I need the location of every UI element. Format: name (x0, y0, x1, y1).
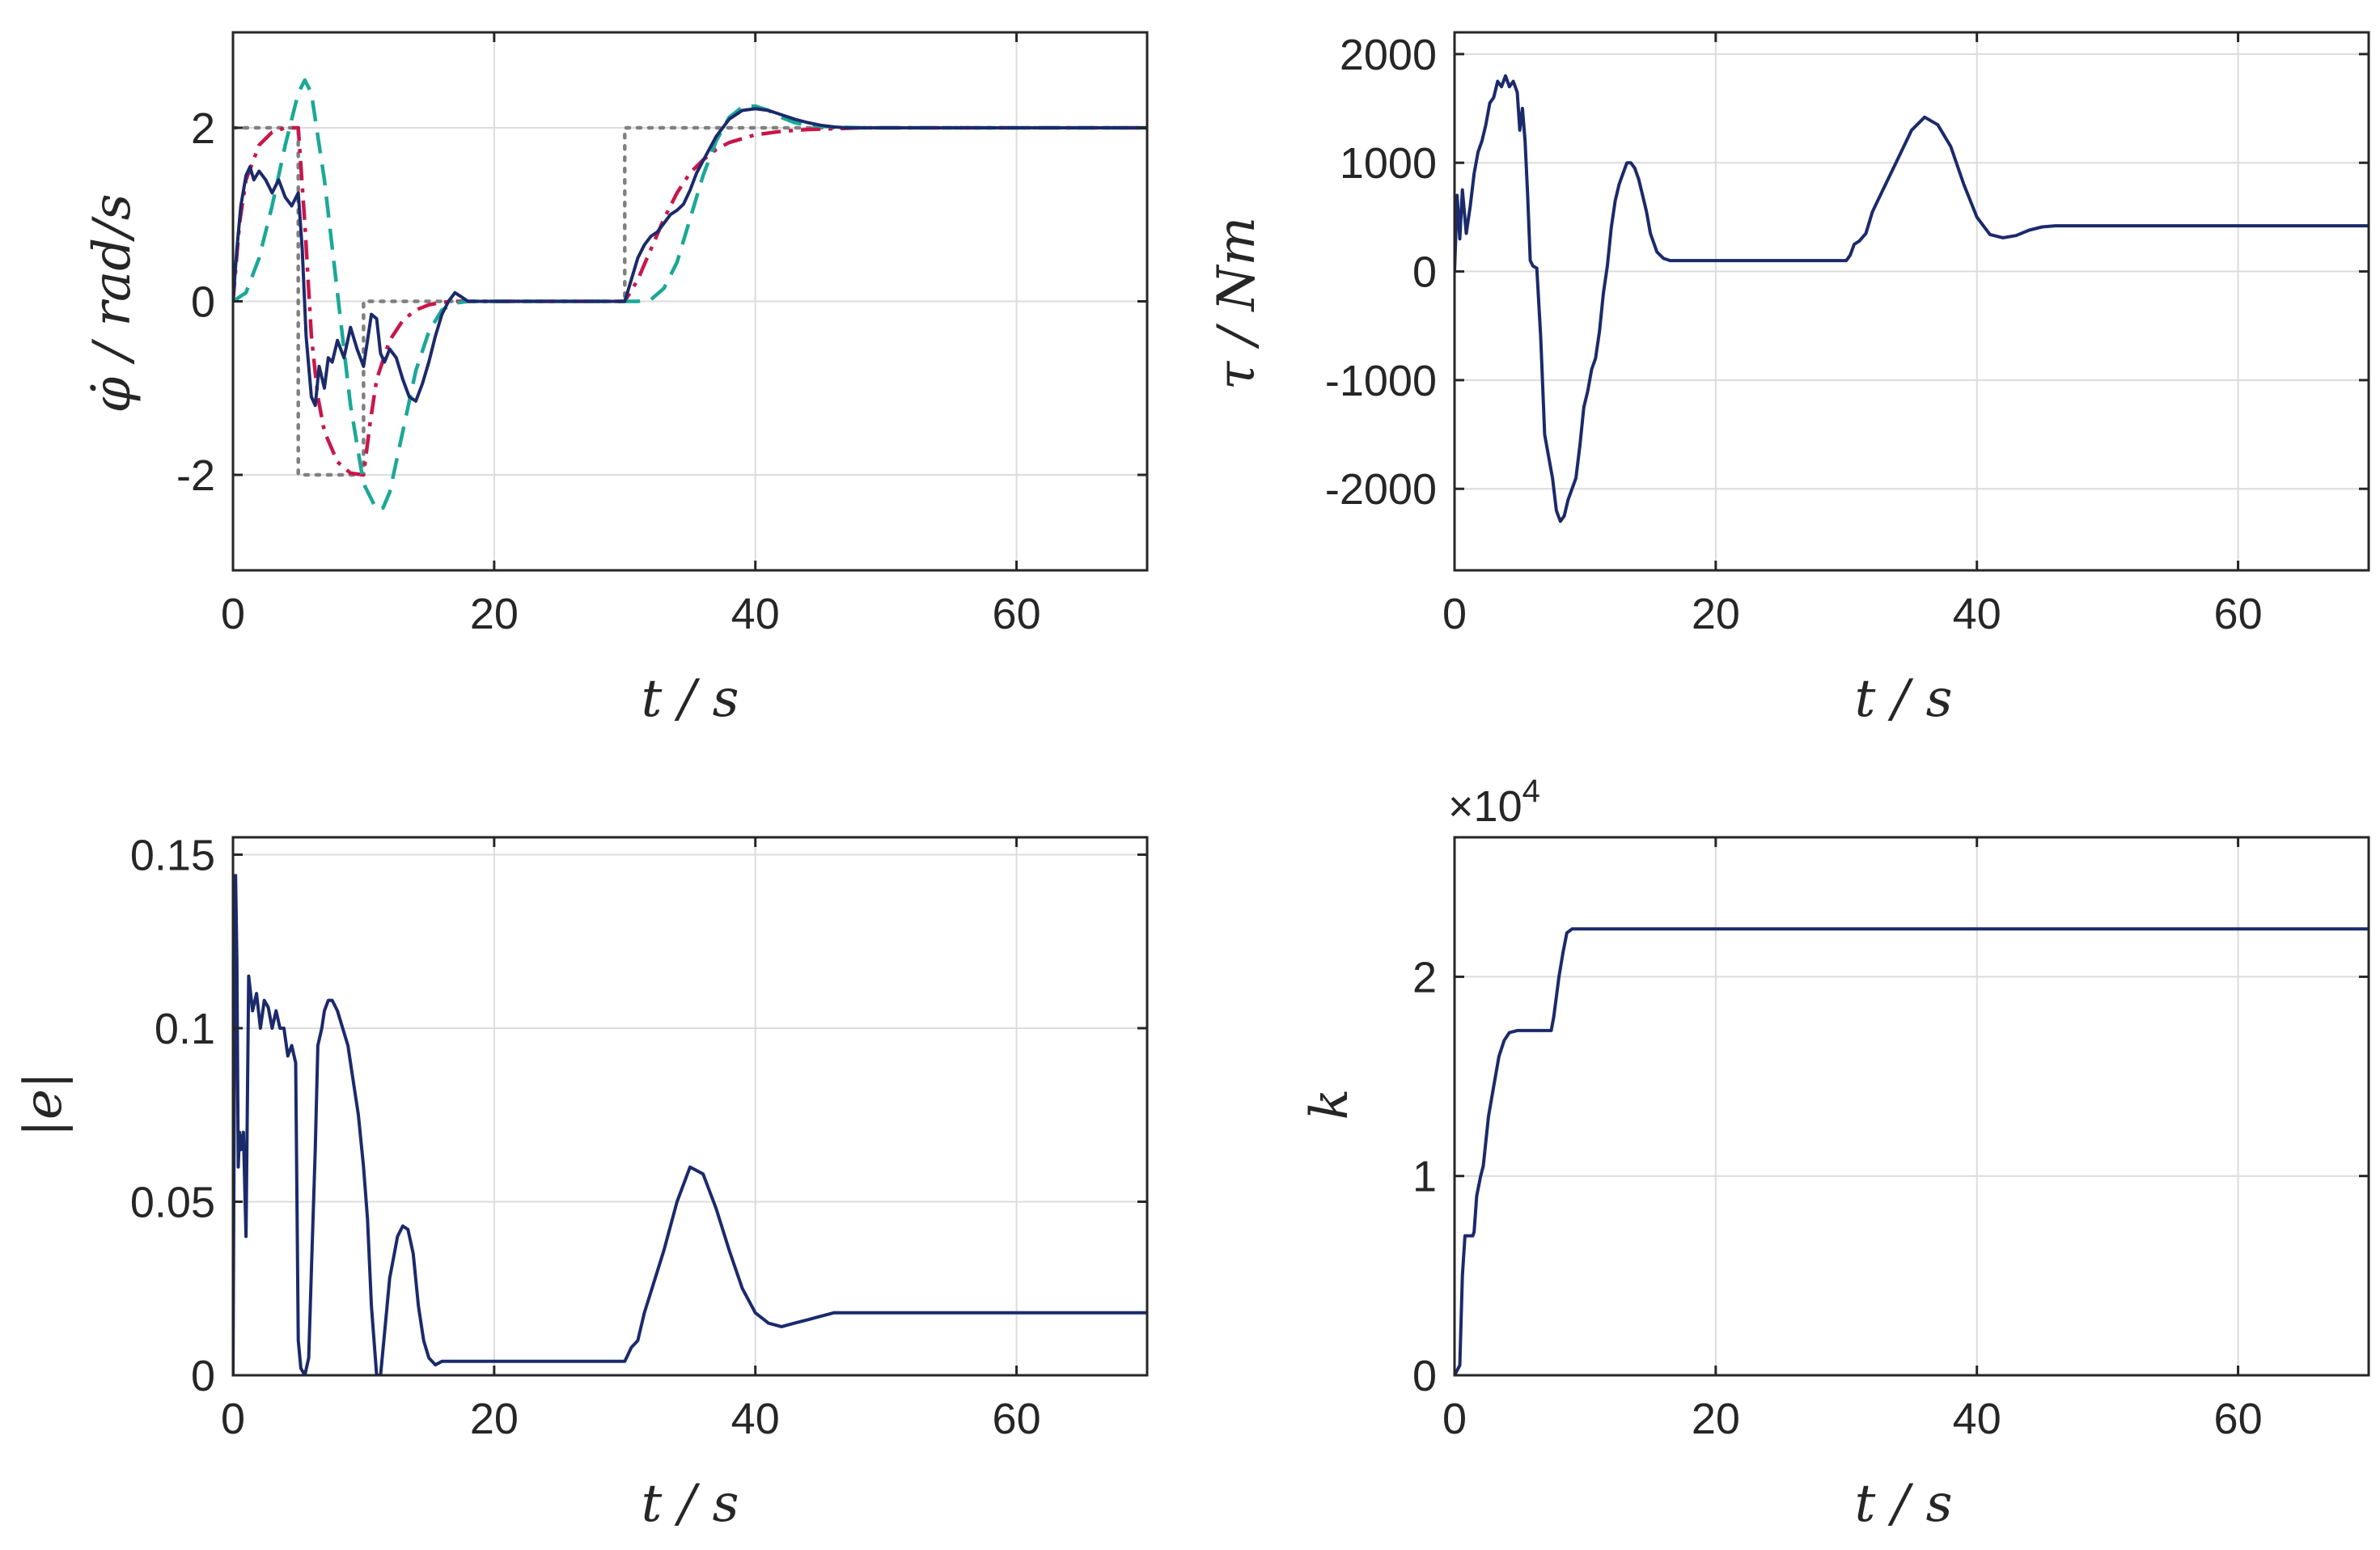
speed-series-line-2 (233, 78, 1147, 512)
torque-panel: τ / Nm t / s (1207, 217, 1952, 729)
torque-xtick-label: 60 (2214, 590, 2263, 638)
gain-multiplier: ×104 (1448, 773, 1540, 831)
speed-ytick-label: -2 (176, 451, 215, 500)
error-xtick-label: 60 (993, 1395, 1041, 1443)
speed-xtick-label: 20 (470, 590, 519, 638)
torque-ytick-label: 1000 (1340, 139, 1437, 188)
error-ytick-label: 0.05 (130, 1178, 215, 1226)
gain-xtick-label: 0 (1442, 1395, 1467, 1443)
error-xtick-label: 40 (731, 1395, 780, 1443)
gain-ylabel: k (1300, 1089, 1360, 1120)
speed-xlabel: t / s (642, 669, 739, 729)
gain-ytick-label: 2 (1412, 953, 1437, 1002)
speed-axes: 0 20 40 60 -2 0 2 (176, 31, 1149, 638)
error-xtick-label: 0 (221, 1395, 245, 1443)
error-frame (231, 836, 1149, 1377)
error-ytick-label: 0.15 (130, 831, 215, 879)
torque-ytick-label: -1000 (1325, 357, 1437, 405)
speed-series-line-1 (233, 125, 1147, 477)
error-axes: 0 20 40 60 0 0.05 0.1 0.15 (130, 831, 1149, 1443)
gain-multiplier-exp: 4 (1522, 773, 1540, 809)
torque-xtick-label: 20 (1692, 590, 1740, 638)
torque-ytick-label: -2000 (1325, 465, 1437, 514)
speed-panel: φ̇ / rad/s t / s (83, 193, 739, 729)
gain-xtick-label: 60 (2214, 1395, 2263, 1443)
gain-ytick-label: 1 (1412, 1153, 1437, 1201)
gain-panel: k t / s ×104 (1300, 773, 1952, 1534)
speed-series-line-3 (233, 107, 1147, 408)
gain-series-line-0 (1455, 927, 2369, 1375)
gain-xtick-label: 40 (1953, 1395, 2001, 1443)
torque-xtick-label: 40 (1953, 590, 2001, 638)
gain-xtick-label: 20 (1692, 1395, 1740, 1443)
error-ylabel: |e| (14, 1072, 74, 1137)
speed-ytick-label: 2 (191, 104, 215, 153)
speed-ylabel: φ̇ / rad/s (83, 193, 142, 413)
torque-ylabel: τ / Nm (1207, 217, 1267, 390)
gain-series-group (1455, 927, 2369, 1375)
speed-xtick-label: 60 (993, 590, 1041, 638)
torque-ytick-label: 0 (1412, 248, 1437, 297)
speed-ytick-label: 0 (191, 278, 215, 327)
torque-series-group (1455, 74, 2369, 523)
speed-xtick-label: 40 (731, 590, 780, 638)
gain-xlabel: t / s (1855, 1474, 1953, 1534)
gain-multiplier-base: ×10 (1448, 782, 1522, 831)
speed-series-group (233, 78, 1147, 512)
error-xtick-label: 20 (470, 1395, 519, 1443)
error-series-line-0 (233, 874, 1147, 1375)
torque-ytick-label: 2000 (1340, 31, 1437, 79)
torque-axes: 0 20 40 60 -2000 -1000 0 1000 2000 (1325, 31, 2370, 638)
torque-series-line-0 (1455, 74, 2369, 523)
error-panel: |e| t / s (14, 1072, 739, 1535)
speed-xtick-label: 0 (221, 590, 245, 638)
gain-axes: 0 20 40 60 0 1 2 (1412, 836, 2370, 1443)
error-ytick-label: 0 (191, 1352, 215, 1400)
gain-frame (1453, 836, 2370, 1377)
torque-xlabel: t / s (1855, 669, 1953, 729)
gain-ytick-label: 0 (1412, 1352, 1437, 1400)
error-ytick-label: 0.1 (155, 1005, 215, 1053)
error-xlabel: t / s (642, 1474, 739, 1534)
speed-series-line-0 (233, 125, 1147, 477)
torque-frame (1453, 31, 2370, 572)
error-series-group (233, 874, 1147, 1375)
torque-xtick-label: 0 (1442, 590, 1467, 638)
